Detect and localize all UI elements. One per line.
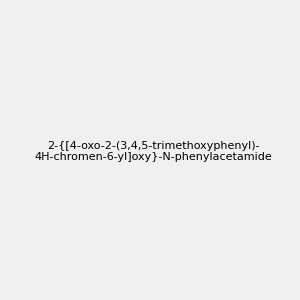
Text: 2-{[4-oxo-2-(3,4,5-trimethoxyphenyl)-
4H-chromen-6-yl]oxy}-N-phenylacetamide: 2-{[4-oxo-2-(3,4,5-trimethoxyphenyl)- 4H… <box>35 141 273 162</box>
